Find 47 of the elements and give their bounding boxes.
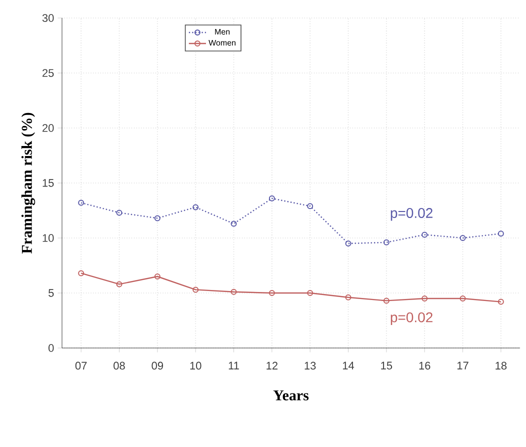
- point: [268, 195, 275, 202]
- point: [154, 274, 160, 280]
- x-tick-label: 09: [152, 362, 164, 370]
- y-tick-label: 30: [42, 14, 54, 22]
- point: [383, 298, 390, 304]
- point: [307, 203, 314, 210]
- y-tick-label: 25: [42, 69, 54, 77]
- point: [78, 200, 84, 206]
- x-tick-label: 07: [75, 362, 87, 370]
- point: [192, 286, 199, 293]
- point: [498, 230, 504, 237]
- y-tick-label: 10: [42, 234, 54, 242]
- point: [230, 220, 237, 227]
- x-axis-title: Years: [273, 390, 309, 400]
- point: [460, 296, 466, 302]
- x-tick-label: 11: [228, 362, 239, 370]
- x-tick-label: 15: [381, 362, 392, 370]
- annotation: p=0.02: [390, 312, 432, 326]
- legend-label: Men: [215, 29, 230, 35]
- point: [345, 240, 352, 246]
- point: [422, 296, 428, 302]
- point: [154, 215, 160, 222]
- y-tick-label: 5: [48, 289, 54, 297]
- y-axis-title: Framingham risk (%): [21, 112, 36, 254]
- y-tick-label: 0: [48, 344, 54, 352]
- point: [116, 281, 122, 288]
- x-tick-label: 08: [114, 362, 125, 370]
- x-tick-label: 10: [190, 362, 202, 370]
- point: [268, 290, 275, 296]
- point: [460, 234, 466, 241]
- x-tick-label: 17: [457, 362, 468, 370]
- y-tick-label: 20: [42, 124, 54, 132]
- point: [383, 239, 390, 246]
- point: [422, 232, 428, 238]
- point: [345, 294, 352, 300]
- point: [307, 290, 314, 296]
- x-tick-label: 14: [342, 362, 354, 370]
- point: [116, 210, 122, 216]
- x-tick-label: 12: [266, 362, 278, 370]
- legend-label: Women: [208, 40, 236, 46]
- x-tick-label: 16: [419, 362, 430, 370]
- y-tick-label: 15: [42, 179, 54, 187]
- point: [230, 288, 237, 295]
- point: [192, 204, 199, 210]
- x-tick-label: 13: [304, 362, 316, 370]
- x-tick-label: 18: [496, 362, 507, 370]
- annotation: p=0.02: [390, 208, 432, 221]
